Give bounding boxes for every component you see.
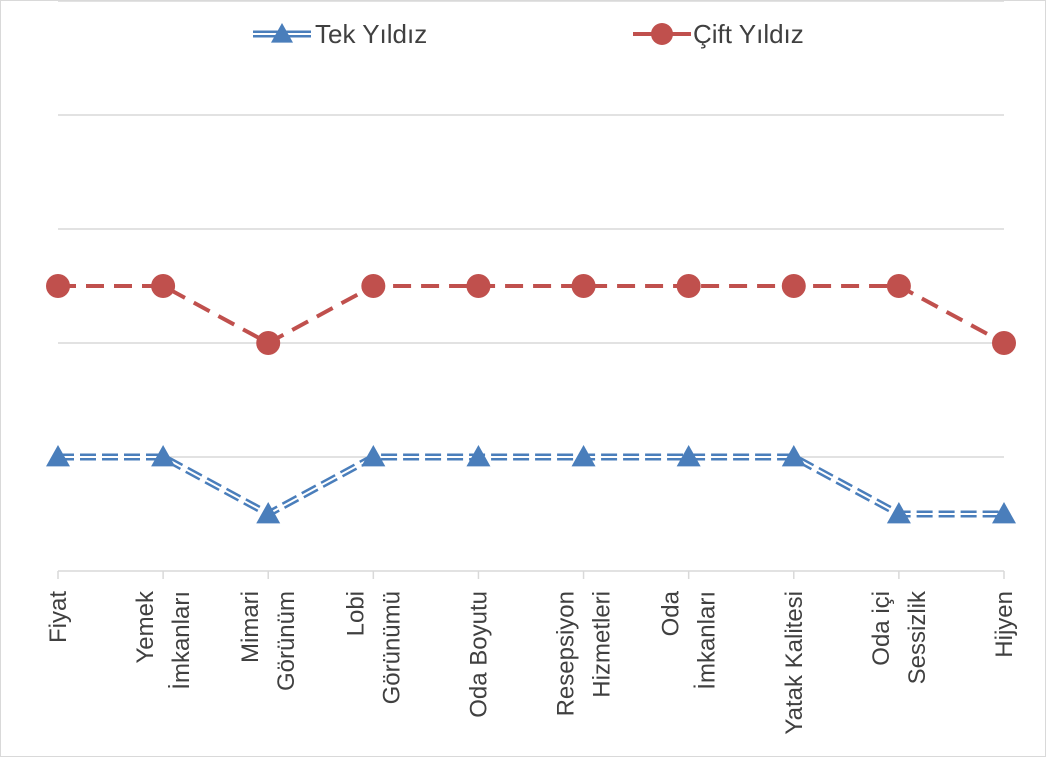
- data-point-circle: [256, 331, 281, 355]
- x-tick-label-line: Oda: [658, 590, 685, 636]
- data-point-circle: [886, 274, 911, 298]
- data-point-circle: [571, 274, 596, 298]
- x-axis: [57, 570, 1005, 579]
- x-tick-label: Yemek İmkanları: [132, 590, 195, 690]
- data-point-circle: [46, 274, 70, 298]
- legend-label: Tek Yıldız: [315, 19, 427, 49]
- x-tick-label: Oda içi Sessizlik: [868, 590, 931, 684]
- data-point-circle: [992, 331, 1016, 355]
- x-tick-label: Oda Boyutu: [465, 591, 492, 718]
- x-tick-label-line: Oda içi: [868, 591, 895, 666]
- data-point-triangle: [992, 502, 1016, 524]
- x-tick-label: Fiyat: [45, 591, 72, 643]
- gridlines: [58, 0, 1004, 458]
- x-tick-label: Yatak Kalitesi: [781, 591, 808, 735]
- legend-item-1: Çift Yıldız: [633, 19, 804, 49]
- x-tick-label-line: Resepsiyon: [553, 591, 580, 716]
- data-point-triangle: [151, 445, 176, 467]
- x-tick-label-line: Yemek: [132, 590, 159, 663]
- data-point-circle: [676, 274, 701, 298]
- x-tick-label-line: Mimari: [237, 591, 264, 663]
- x-tick-label-line: Lobi: [342, 591, 369, 636]
- series-line: [58, 284, 1005, 346]
- series-layer: [46, 274, 1016, 524]
- data-point-circle: [466, 274, 491, 298]
- series-0: [46, 445, 1016, 524]
- x-tick-label-line: Yatak Kalitesi: [781, 591, 808, 735]
- data-point-triangle: [676, 445, 701, 467]
- legend: Tek Yıldız Çift Yıldız: [253, 19, 804, 49]
- x-tick-label-line: Fiyat: [45, 591, 72, 643]
- data-point-triangle: [781, 445, 806, 467]
- series-line-outer: [58, 453, 1004, 518]
- x-tick-label: Oda İmkanları: [658, 590, 721, 689]
- x-tick-label: Mimari Görünüm: [237, 591, 300, 691]
- x-tick-labels: Fiyat Yemek İmkanları Mimari Görünüm Lobi Görü…: [45, 590, 1018, 735]
- x-tick-label-line: Oda Boyutu: [465, 591, 492, 718]
- data-point-triangle: [361, 445, 386, 467]
- data-point-circle: [781, 274, 806, 298]
- x-tick-label-line: İmkanları: [694, 591, 721, 690]
- data-point-triangle: [571, 445, 596, 467]
- data-point-triangle: [256, 502, 281, 524]
- legend-marker-triangle: [271, 23, 293, 43]
- x-tick-label-line: Hijyen: [991, 591, 1018, 658]
- series-line-inner: [58, 456, 1004, 516]
- data-point-circle: [151, 274, 176, 298]
- x-tick-label-line: Sessizlik: [904, 590, 931, 684]
- data-point-circle: [361, 274, 386, 298]
- x-tick-label-line: Görünümü: [378, 591, 405, 704]
- x-tick-label: Hijyen: [991, 591, 1018, 658]
- x-tick-label-line: Görünüm: [273, 591, 300, 691]
- series-1: [46, 274, 1016, 355]
- data-point-triangle: [46, 445, 70, 467]
- legend-item-0: Tek Yıldız: [253, 19, 427, 49]
- legend-label: Çift Yıldız: [693, 19, 804, 49]
- x-tick-label-line: Hizmetleri: [589, 591, 616, 698]
- x-tick-label: Resepsiyon Hizmetleri: [553, 591, 616, 716]
- x-tick-label-line: İmkanları: [168, 591, 195, 690]
- data-point-triangle: [886, 502, 911, 524]
- data-point-triangle: [466, 445, 491, 467]
- x-tick-label: Lobi Görünümü: [342, 591, 405, 704]
- legend-marker-circle: [651, 23, 673, 45]
